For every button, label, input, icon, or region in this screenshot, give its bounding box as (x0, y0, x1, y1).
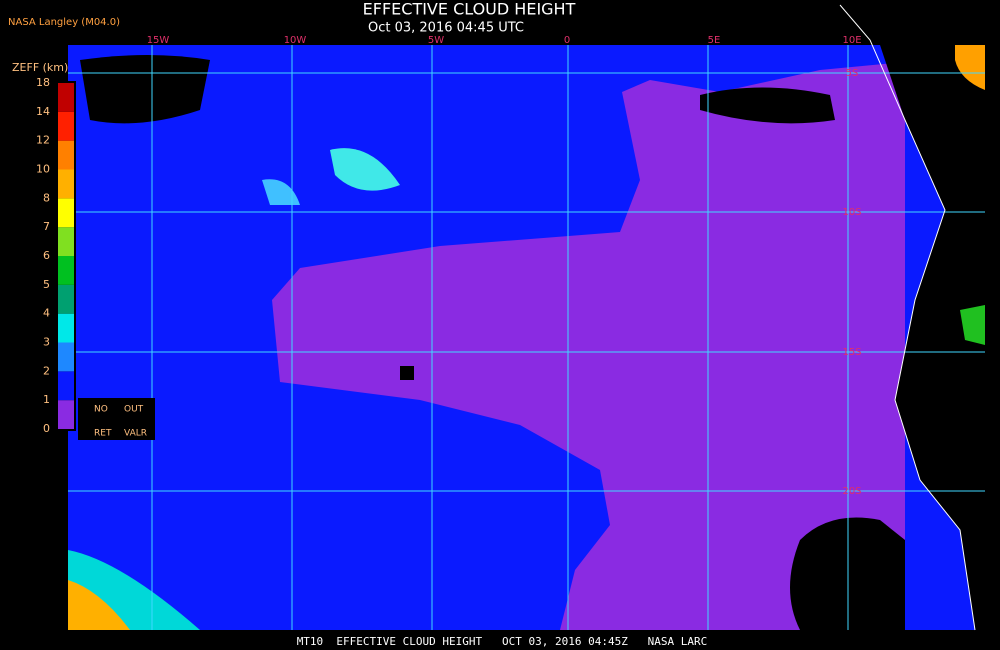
colorbar-segment (58, 371, 74, 401)
longitude-label: 5E (708, 35, 721, 46)
colorbar-tick-label: 0 (43, 422, 50, 435)
colorbar-segment (58, 111, 74, 141)
colorbar-tick-label: 1 (43, 393, 50, 406)
longitude-label: 15W (147, 35, 170, 46)
colorbar-tick-label: 2 (43, 364, 50, 377)
longitude-label: 5W (428, 35, 444, 46)
graticule (68, 45, 985, 630)
colorbar-tick-label: 5 (43, 278, 50, 291)
colorbar-tick-label: 12 (36, 134, 50, 147)
footer-bar (0, 632, 1000, 650)
footer: MT10 EFFECTIVE CLOUD HEIGHT OCT 03, 2016… (297, 635, 708, 648)
longitude-label: 0 (564, 35, 570, 46)
note: OUT (124, 405, 144, 415)
high-cloud (960, 305, 985, 345)
longitude-label: 10E (842, 35, 861, 46)
land (880, 45, 985, 630)
latitude-label: 15S (842, 347, 861, 358)
high-cloud (68, 580, 130, 630)
colorbar-tick-label: 18 (36, 76, 50, 89)
note: VALR (124, 429, 147, 439)
colorbar-segment (58, 342, 74, 372)
high-cloud (955, 45, 985, 90)
colorbar-segment (58, 284, 74, 314)
colorbar-segment (58, 227, 74, 256)
island (400, 366, 414, 380)
longitude-label: 10W (284, 35, 307, 46)
colorbar-tick-label: 4 (43, 307, 50, 320)
colorbar-label: ZEFF (km) (12, 61, 68, 74)
clear-region (80, 55, 210, 124)
colorbar-tick-label: 10 (36, 163, 50, 176)
coastline (839, 4, 976, 631)
latitude-label: 20S (842, 486, 861, 497)
colorbar-tick-label: 7 (43, 220, 50, 233)
source: NASA Langley (M04.0) (8, 17, 120, 28)
colorbar-tick-label: 6 (43, 249, 50, 262)
colorbar-segment (58, 198, 74, 228)
map (68, 4, 985, 631)
high-cloud (262, 179, 300, 205)
colorbar-tick-label: 14 (36, 105, 50, 118)
colorbar-segment (58, 400, 74, 429)
colorbar-tick-label: 8 (43, 191, 50, 204)
title: EFFECTIVE CLOUD HEIGHT (363, 0, 576, 19)
latitude-label: 5S (846, 68, 859, 79)
colorbar-segment (58, 169, 74, 199)
colorbar-segment (58, 256, 74, 285)
colorbar-segment (58, 140, 74, 170)
colorbar-segment (58, 313, 74, 343)
latitude-label: 10S (842, 207, 861, 218)
colorbar-segment (58, 83, 74, 112)
legend-notes-box (78, 398, 155, 440)
colorbar-tick-label: 3 (43, 336, 50, 349)
clear-region (700, 87, 835, 124)
note: NO (94, 405, 108, 415)
note: RET (94, 429, 112, 439)
high-cloud (330, 148, 400, 191)
subtitle: Oct 03, 2016 04:45 UTC (368, 21, 524, 36)
low-cloud-region (272, 62, 905, 630)
